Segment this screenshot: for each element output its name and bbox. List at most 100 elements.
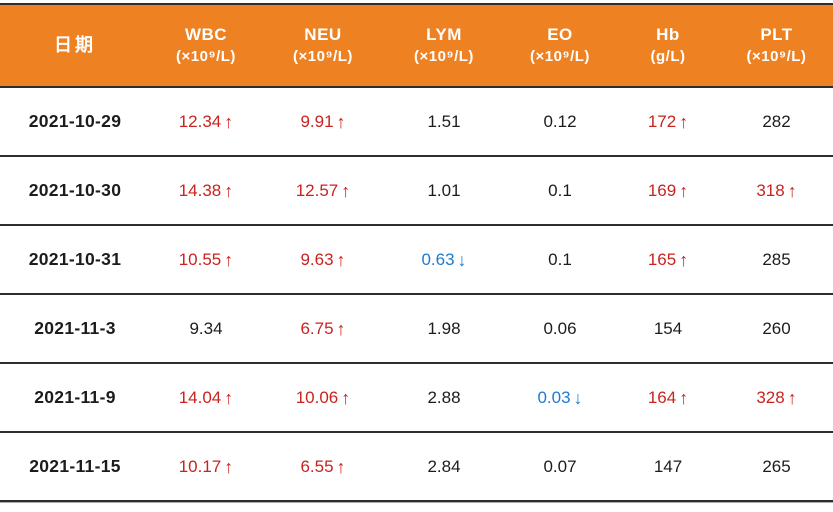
column-header-lym: LYM (×10⁹/L) bbox=[384, 24, 504, 67]
cell-eo: 0.1 bbox=[504, 250, 616, 270]
up-arrow-icon: ↑ bbox=[224, 249, 234, 270]
cell-lym: 1.01 bbox=[384, 181, 504, 201]
value: 169 bbox=[647, 180, 677, 200]
value: 285 bbox=[762, 249, 791, 269]
cell-neu: 6.55 ↑ bbox=[262, 457, 384, 477]
value: 328 bbox=[756, 387, 785, 407]
cell-lym: 0.63 ↓ bbox=[384, 250, 504, 270]
value: 0.03 bbox=[537, 387, 571, 407]
up-arrow-icon: ↑ bbox=[341, 387, 351, 408]
value: 0.12 bbox=[543, 111, 577, 131]
value: 10.17 bbox=[178, 456, 222, 476]
down-arrow-icon: ↓ bbox=[573, 387, 583, 408]
value: 0.1 bbox=[548, 249, 572, 269]
date-cell: 2021-10-30 bbox=[28, 180, 122, 200]
table-row: 2021-11-3 9.34 6.75 ↑ 1.98 0.06 154 260 bbox=[0, 295, 833, 364]
cell-lym: 1.51 bbox=[384, 112, 504, 132]
table-row: 2021-11-9 14.04 ↑ 10.06 ↑ 2.88 0.03 ↓ 164 ↑ 328 ↑ bbox=[0, 364, 833, 433]
value: 9.91 bbox=[300, 111, 334, 131]
column-header-date: 日期 bbox=[0, 33, 150, 57]
value: 164 bbox=[647, 387, 677, 407]
column-header-plt: PLT (×10⁹/L) bbox=[720, 24, 833, 67]
column-label: 日期 bbox=[54, 35, 96, 56]
value: 0.06 bbox=[543, 318, 577, 338]
column-label: WBC bbox=[184, 24, 228, 44]
cell-plt: 328 ↑ bbox=[720, 388, 833, 408]
value: 318 bbox=[756, 180, 785, 200]
cell-eo: 0.03 ↓ bbox=[504, 388, 616, 408]
value: 9.34 bbox=[189, 318, 223, 338]
column-header-hb: Hb (g/L) bbox=[616, 24, 720, 67]
value: 6.75 bbox=[300, 318, 334, 338]
cell-hb: 164 ↑ bbox=[616, 388, 720, 408]
cell-neu: 6.75 ↑ bbox=[262, 319, 384, 339]
cell-wbc: 14.04 ↑ bbox=[150, 388, 262, 408]
value: 147 bbox=[653, 456, 683, 476]
cell-plt: 260 bbox=[720, 319, 833, 339]
value: 10.06 bbox=[295, 387, 339, 407]
cell-eo: 0.06 bbox=[504, 319, 616, 339]
cell-eo: 0.07 bbox=[504, 457, 616, 477]
value: 1.98 bbox=[427, 318, 461, 338]
value: 260 bbox=[762, 318, 791, 338]
up-arrow-icon: ↑ bbox=[224, 456, 234, 477]
table-row: 2021-10-29 12.34 ↑ 9.91 ↑ 1.51 0.12 172 ↑ 282 bbox=[0, 88, 833, 157]
up-arrow-icon: ↑ bbox=[679, 387, 689, 408]
value: 154 bbox=[653, 318, 683, 338]
table-row: 2021-11-15 10.17 ↑ 6.55 ↑ 2.84 0.07 147 265 bbox=[0, 433, 833, 502]
table-row: 2021-10-31 10.55 ↑ 9.63 ↑ 0.63 ↓ 0.1 165 ↑ 285 bbox=[0, 226, 833, 295]
column-unit: (×10⁹/L) bbox=[176, 47, 236, 65]
cell-plt: 285 bbox=[720, 250, 833, 270]
column-unit: (g/L) bbox=[650, 47, 686, 65]
value: 0.1 bbox=[548, 180, 572, 200]
column-label: LYM bbox=[426, 24, 462, 44]
cell-wbc: 12.34 ↑ bbox=[150, 112, 262, 132]
table-header-row: 日期 WBC (×10⁹/L) NEU (×10⁹/L) LYM (×10⁹/L) EO (×1… bbox=[0, 5, 833, 88]
value: 6.55 bbox=[300, 456, 334, 476]
column-label: NEU bbox=[304, 24, 342, 44]
up-arrow-icon: ↑ bbox=[224, 111, 234, 132]
column-unit: (×10⁹/L) bbox=[293, 47, 353, 65]
up-arrow-icon: ↑ bbox=[336, 249, 346, 270]
up-arrow-icon: ↑ bbox=[336, 111, 346, 132]
up-arrow-icon: ↑ bbox=[787, 180, 797, 201]
cell-neu: 12.57 ↑ bbox=[262, 181, 384, 201]
cell-lym: 2.88 bbox=[384, 388, 504, 408]
value: 2.88 bbox=[427, 387, 461, 407]
value: 265 bbox=[762, 456, 791, 476]
cell-plt: 282 bbox=[720, 112, 833, 132]
value: 14.04 bbox=[178, 387, 222, 407]
column-header-neu: NEU (×10⁹/L) bbox=[262, 24, 384, 67]
up-arrow-icon: ↑ bbox=[679, 111, 689, 132]
value: 9.63 bbox=[300, 249, 334, 269]
date-cell: 2021-11-15 bbox=[29, 456, 121, 476]
column-label: EO bbox=[547, 24, 573, 44]
value: 0.63 bbox=[421, 249, 455, 269]
table-body: 2021-10-29 12.34 ↑ 9.91 ↑ 1.51 0.12 172 ↑ 282 2021… bbox=[0, 88, 833, 502]
value: 0.07 bbox=[543, 456, 577, 476]
cell-neu: 9.63 ↑ bbox=[262, 250, 384, 270]
date-cell: 2021-10-29 bbox=[28, 111, 122, 131]
value: 282 bbox=[762, 111, 791, 131]
cell-wbc: 10.55 ↑ bbox=[150, 250, 262, 270]
up-arrow-icon: ↑ bbox=[224, 180, 234, 201]
value: 12.57 bbox=[295, 180, 339, 200]
down-arrow-icon: ↓ bbox=[457, 249, 467, 270]
up-arrow-icon: ↑ bbox=[679, 249, 689, 270]
lab-results-table: 日期 WBC (×10⁹/L) NEU (×10⁹/L) LYM (×10⁹/L) EO (×1… bbox=[0, 3, 833, 502]
date-cell: 2021-11-9 bbox=[34, 387, 116, 407]
up-arrow-icon: ↑ bbox=[679, 180, 689, 201]
column-unit: (×10⁹/L) bbox=[746, 47, 807, 65]
value: 165 bbox=[647, 249, 677, 269]
column-label: Hb bbox=[656, 24, 680, 44]
cell-plt: 265 bbox=[720, 457, 833, 477]
value: 172 bbox=[647, 111, 677, 131]
cell-wbc: 10.17 ↑ bbox=[150, 457, 262, 477]
cell-lym: 1.98 bbox=[384, 319, 504, 339]
cell-neu: 9.91 ↑ bbox=[262, 112, 384, 132]
cell-eo: 0.12 bbox=[504, 112, 616, 132]
up-arrow-icon: ↑ bbox=[336, 318, 346, 339]
value: 1.01 bbox=[427, 180, 461, 200]
cell-lym: 2.84 bbox=[384, 457, 504, 477]
cell-hb: 147 bbox=[616, 457, 720, 477]
